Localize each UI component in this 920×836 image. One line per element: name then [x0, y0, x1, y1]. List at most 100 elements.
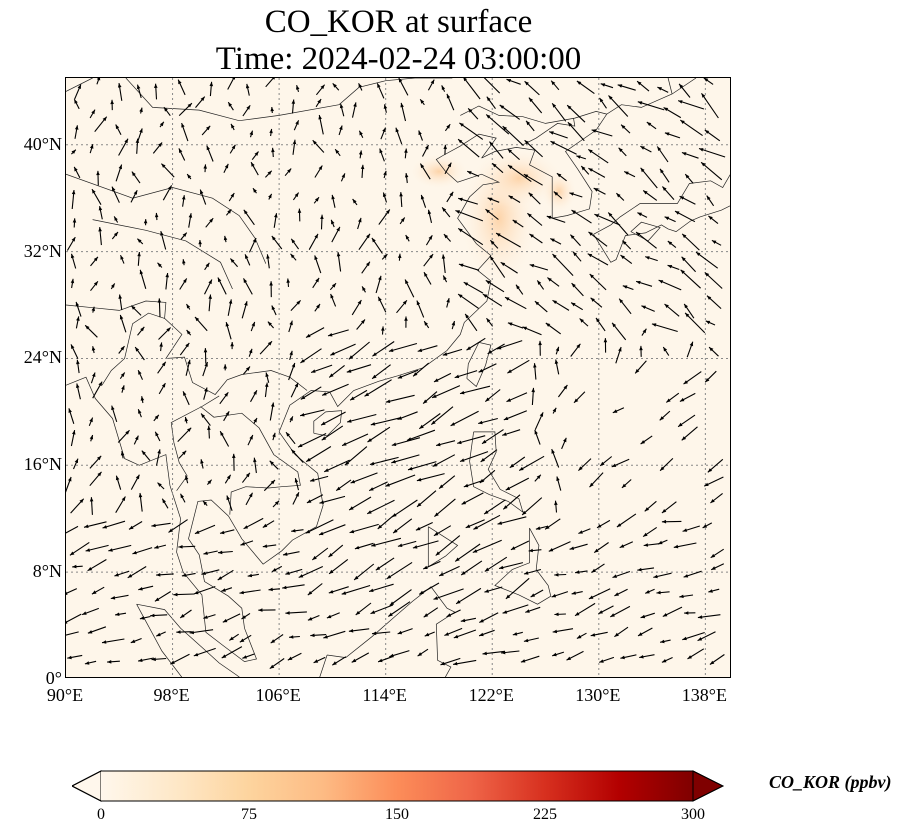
wind-arrow: [487, 343, 505, 355]
wind-arrow: [132, 547, 153, 555]
wind-arrow: [141, 450, 151, 461]
wind-arrow: [368, 583, 394, 593]
wind-arrow: [589, 273, 607, 291]
wind-arrow: [314, 255, 322, 274]
wind-arrow: [117, 429, 130, 443]
wind-arrow: [289, 350, 293, 361]
wind-arrow: [397, 411, 418, 421]
wind-arrow: [510, 540, 530, 551]
wind-arrow: [265, 78, 275, 88]
wind-arrow: [288, 320, 293, 333]
wind-arrow: [640, 167, 658, 189]
wind-arrow: [119, 372, 126, 380]
wind-arrow: [549, 131, 568, 139]
wind-arrow: [331, 226, 341, 243]
wind-arrow: [208, 294, 212, 312]
wind-arrow: [680, 269, 701, 289]
wind-arrow: [484, 556, 508, 572]
wind-arrow: [358, 233, 371, 251]
wind-arrow: [387, 601, 411, 617]
wind-arrow: [377, 513, 396, 530]
wind-arrow: [217, 277, 227, 295]
wind-arrow: [313, 656, 326, 664]
wind-arrow: [358, 130, 364, 138]
wind-arrow: [574, 602, 596, 617]
wind-arrow: [228, 633, 240, 641]
wind-arrow: [299, 409, 325, 417]
wind-arrow: [221, 587, 233, 592]
wind-arrow: [296, 85, 300, 93]
wind-arrow: [679, 392, 696, 402]
wind-arrow: [186, 303, 191, 310]
wind-arrow: [473, 514, 501, 530]
wind-arrow: [576, 80, 595, 95]
wind-arrow: [98, 205, 103, 220]
wind-arrow: [269, 128, 273, 137]
wind-arrow: [529, 233, 543, 244]
wind-arrow: [385, 474, 416, 487]
wind-arrow: [352, 198, 358, 206]
wind-arrow: [310, 633, 327, 638]
wind-arrow: [472, 539, 502, 554]
wind-arrow: [522, 326, 542, 336]
wind-arrow: [651, 323, 678, 333]
wind-arrow: [684, 173, 694, 184]
wind-arrow: [438, 565, 460, 577]
wind-arrow: [588, 167, 606, 178]
colorbar-extend-low: [72, 770, 102, 802]
wind-arrow: [640, 435, 653, 445]
wind-arrow: [264, 382, 269, 398]
wind-arrow: [178, 148, 186, 161]
wind-arrow: [181, 572, 196, 577]
coastline-3: [469, 431, 524, 513]
wind-arrow: [427, 79, 435, 91]
wind-arrow: [507, 359, 530, 374]
colorbar-tick: 225: [533, 806, 557, 823]
wind-arrow: [263, 479, 276, 492]
wind-arrow: [622, 240, 632, 250]
wind-arrow: [130, 190, 138, 203]
wind-arrow: [662, 346, 670, 356]
wind-arrow: [502, 494, 521, 510]
wind-arrow: [177, 427, 192, 442]
wind-arrow: [268, 587, 280, 592]
wind-arrow: [455, 587, 482, 605]
wind-arrow: [618, 147, 627, 157]
wind-arrow: [391, 437, 421, 446]
wind-arrow: [507, 164, 532, 183]
lon-label: 98°E: [153, 685, 190, 705]
coastline-14: [170, 395, 220, 491]
lon-label: 106°E: [255, 685, 301, 705]
wind-arrow: [703, 78, 714, 85]
wind-arrow: [111, 405, 118, 423]
wind-arrow: [71, 149, 77, 155]
wind-arrow: [550, 80, 560, 91]
wind-arrow: [318, 524, 346, 536]
wind-arrow: [285, 568, 303, 575]
wind-arrow: [115, 124, 122, 136]
wind-arrow: [89, 471, 102, 487]
wind-arrow: [193, 585, 216, 595]
wind-arrow: [155, 449, 161, 466]
wind-arrow: [230, 341, 234, 350]
wind-arrow: [679, 119, 703, 137]
wind-arrow: [271, 235, 283, 250]
wind-arrow: [285, 611, 307, 615]
wind-arrow: [683, 371, 702, 385]
wind-arrow: [395, 127, 403, 145]
wind-arrow: [684, 611, 696, 615]
wind-arrow: [300, 386, 322, 400]
wind-arrow: [130, 474, 140, 490]
wind-arrow: [503, 410, 528, 421]
wind-arrow: [74, 84, 82, 100]
wind-arrow: [272, 432, 276, 441]
wind-arrow: [446, 191, 454, 203]
wind-arrow: [157, 482, 165, 490]
wind-arrow: [523, 568, 542, 575]
wind-arrow: [615, 346, 622, 364]
wind-arrow: [250, 390, 258, 403]
wind-arrow: [464, 313, 478, 332]
wind-arrow: [506, 392, 528, 403]
wind-arrow: [253, 417, 258, 424]
wind-arrow: [635, 280, 653, 287]
